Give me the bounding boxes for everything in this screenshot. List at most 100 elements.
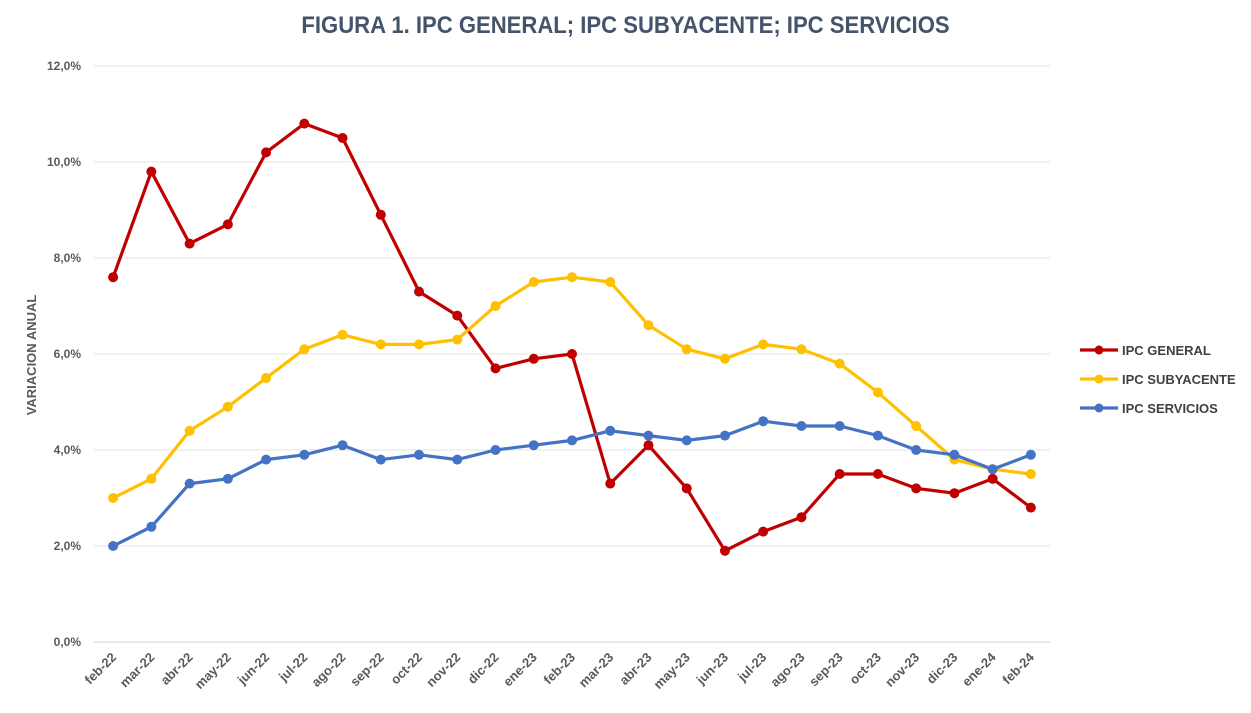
data-point (490, 445, 501, 455)
data-point (911, 445, 922, 455)
data-point (1025, 469, 1036, 479)
x-tick-label: oct-23 (846, 650, 884, 688)
data-point (337, 133, 348, 143)
data-point (719, 430, 730, 441)
legend-item-ipc-subyacente: IPC SUBYACENTE (1080, 372, 1236, 387)
x-tick-label: mar-23 (576, 650, 617, 691)
data-point (949, 488, 960, 499)
data-point (605, 277, 616, 287)
data-point (796, 421, 807, 431)
x-tick-label: dic-22 (464, 650, 501, 687)
data-point (758, 526, 769, 537)
data-point (681, 344, 692, 355)
data-point (643, 430, 654, 441)
x-tick-label: nov-23 (882, 650, 922, 690)
data-point (987, 464, 998, 475)
legend: IPC GENERAL IPC SUBYACENTE IPC SERVICIOS (1080, 343, 1236, 416)
y-tick-label: 12,0% (47, 59, 81, 73)
legend-item-ipc-servicios: IPC SERVICIOS (1080, 401, 1218, 416)
data-point (719, 353, 730, 364)
data-point (834, 469, 845, 479)
data-point (605, 425, 616, 436)
data-point (337, 440, 348, 451)
legend-label: IPC GENERAL (1122, 343, 1211, 358)
data-point (567, 435, 577, 446)
data-point (337, 329, 348, 340)
series-group (108, 118, 1036, 556)
x-tick-label: dic-23 (923, 650, 960, 687)
data-point (528, 277, 539, 287)
x-tick-label: may-22 (192, 650, 234, 692)
series-ipc-general (108, 118, 1036, 556)
data-point (452, 454, 463, 465)
data-point (1025, 502, 1036, 513)
data-point (299, 118, 310, 129)
data-point (222, 473, 233, 484)
data-point (872, 387, 883, 398)
x-tick-label: oct-22 (387, 650, 425, 688)
x-tick-label: may-23 (651, 650, 693, 692)
data-point (108, 272, 119, 283)
x-tick-label: feb-24 (999, 649, 1037, 687)
data-point (834, 421, 845, 431)
x-tick-label: sep-23 (806, 650, 846, 690)
data-point (834, 358, 845, 369)
data-point (184, 478, 195, 489)
data-point (146, 521, 157, 532)
data-point (452, 310, 463, 321)
x-tick-label: abr-22 (158, 650, 196, 688)
data-point (299, 344, 310, 355)
chart-title: FIGURA 1. IPC GENERAL; IPC SUBYACENTE; I… (301, 12, 950, 39)
series-line (111, 121, 1033, 553)
series-line (111, 275, 1033, 500)
series-ipc-servicios (108, 416, 1036, 551)
series-ipc-subyacente (108, 272, 1036, 503)
x-tick-label: jul-23 (734, 650, 769, 685)
y-tick-label: 0,0% (54, 635, 82, 649)
x-tick-label: ago-22 (308, 650, 348, 690)
data-point (1025, 449, 1036, 460)
legend-item-ipc-general: IPC GENERAL (1080, 343, 1211, 358)
y-axis-label: VARIACION ANUAL (24, 295, 39, 416)
data-point (222, 401, 233, 412)
data-point (987, 473, 998, 484)
data-point (681, 435, 692, 446)
data-point (719, 545, 730, 556)
legend-swatch-marker (1094, 403, 1104, 413)
data-point (375, 209, 386, 220)
y-tick-label: 8,0% (54, 251, 82, 265)
x-tick-label: feb-22 (82, 650, 120, 688)
data-point (643, 440, 654, 451)
y-axis-ticks: 0,0% 2,0% 4,0% 6,0% 8,0% 10,0% 12,0% (47, 59, 81, 649)
data-point (872, 469, 883, 479)
data-point (567, 349, 577, 359)
legend-label: IPC SERVICIOS (1122, 401, 1218, 416)
data-point (222, 219, 233, 230)
data-point (184, 238, 195, 249)
x-tick-label: abr-23 (616, 650, 654, 688)
data-point (184, 425, 195, 436)
data-point (261, 454, 272, 465)
x-tick-label: mar-22 (117, 650, 158, 691)
data-point (108, 541, 119, 551)
y-tick-label: 2,0% (54, 539, 82, 553)
data-point (490, 363, 501, 374)
x-tick-label: ene-23 (500, 650, 540, 690)
data-point (643, 320, 654, 331)
data-point (796, 344, 807, 355)
data-point (758, 416, 769, 427)
x-tick-label: ago-23 (767, 650, 807, 690)
legend-label: IPC SUBYACENTE (1122, 372, 1236, 387)
data-point (261, 373, 272, 383)
data-point (108, 493, 119, 503)
data-point (528, 440, 539, 451)
data-point (299, 449, 310, 460)
data-point (911, 483, 922, 494)
legend-swatch-marker (1094, 374, 1104, 384)
data-point (567, 272, 577, 283)
x-tick-label: sep-22 (347, 650, 387, 690)
data-point (414, 339, 425, 350)
data-point (452, 334, 463, 345)
